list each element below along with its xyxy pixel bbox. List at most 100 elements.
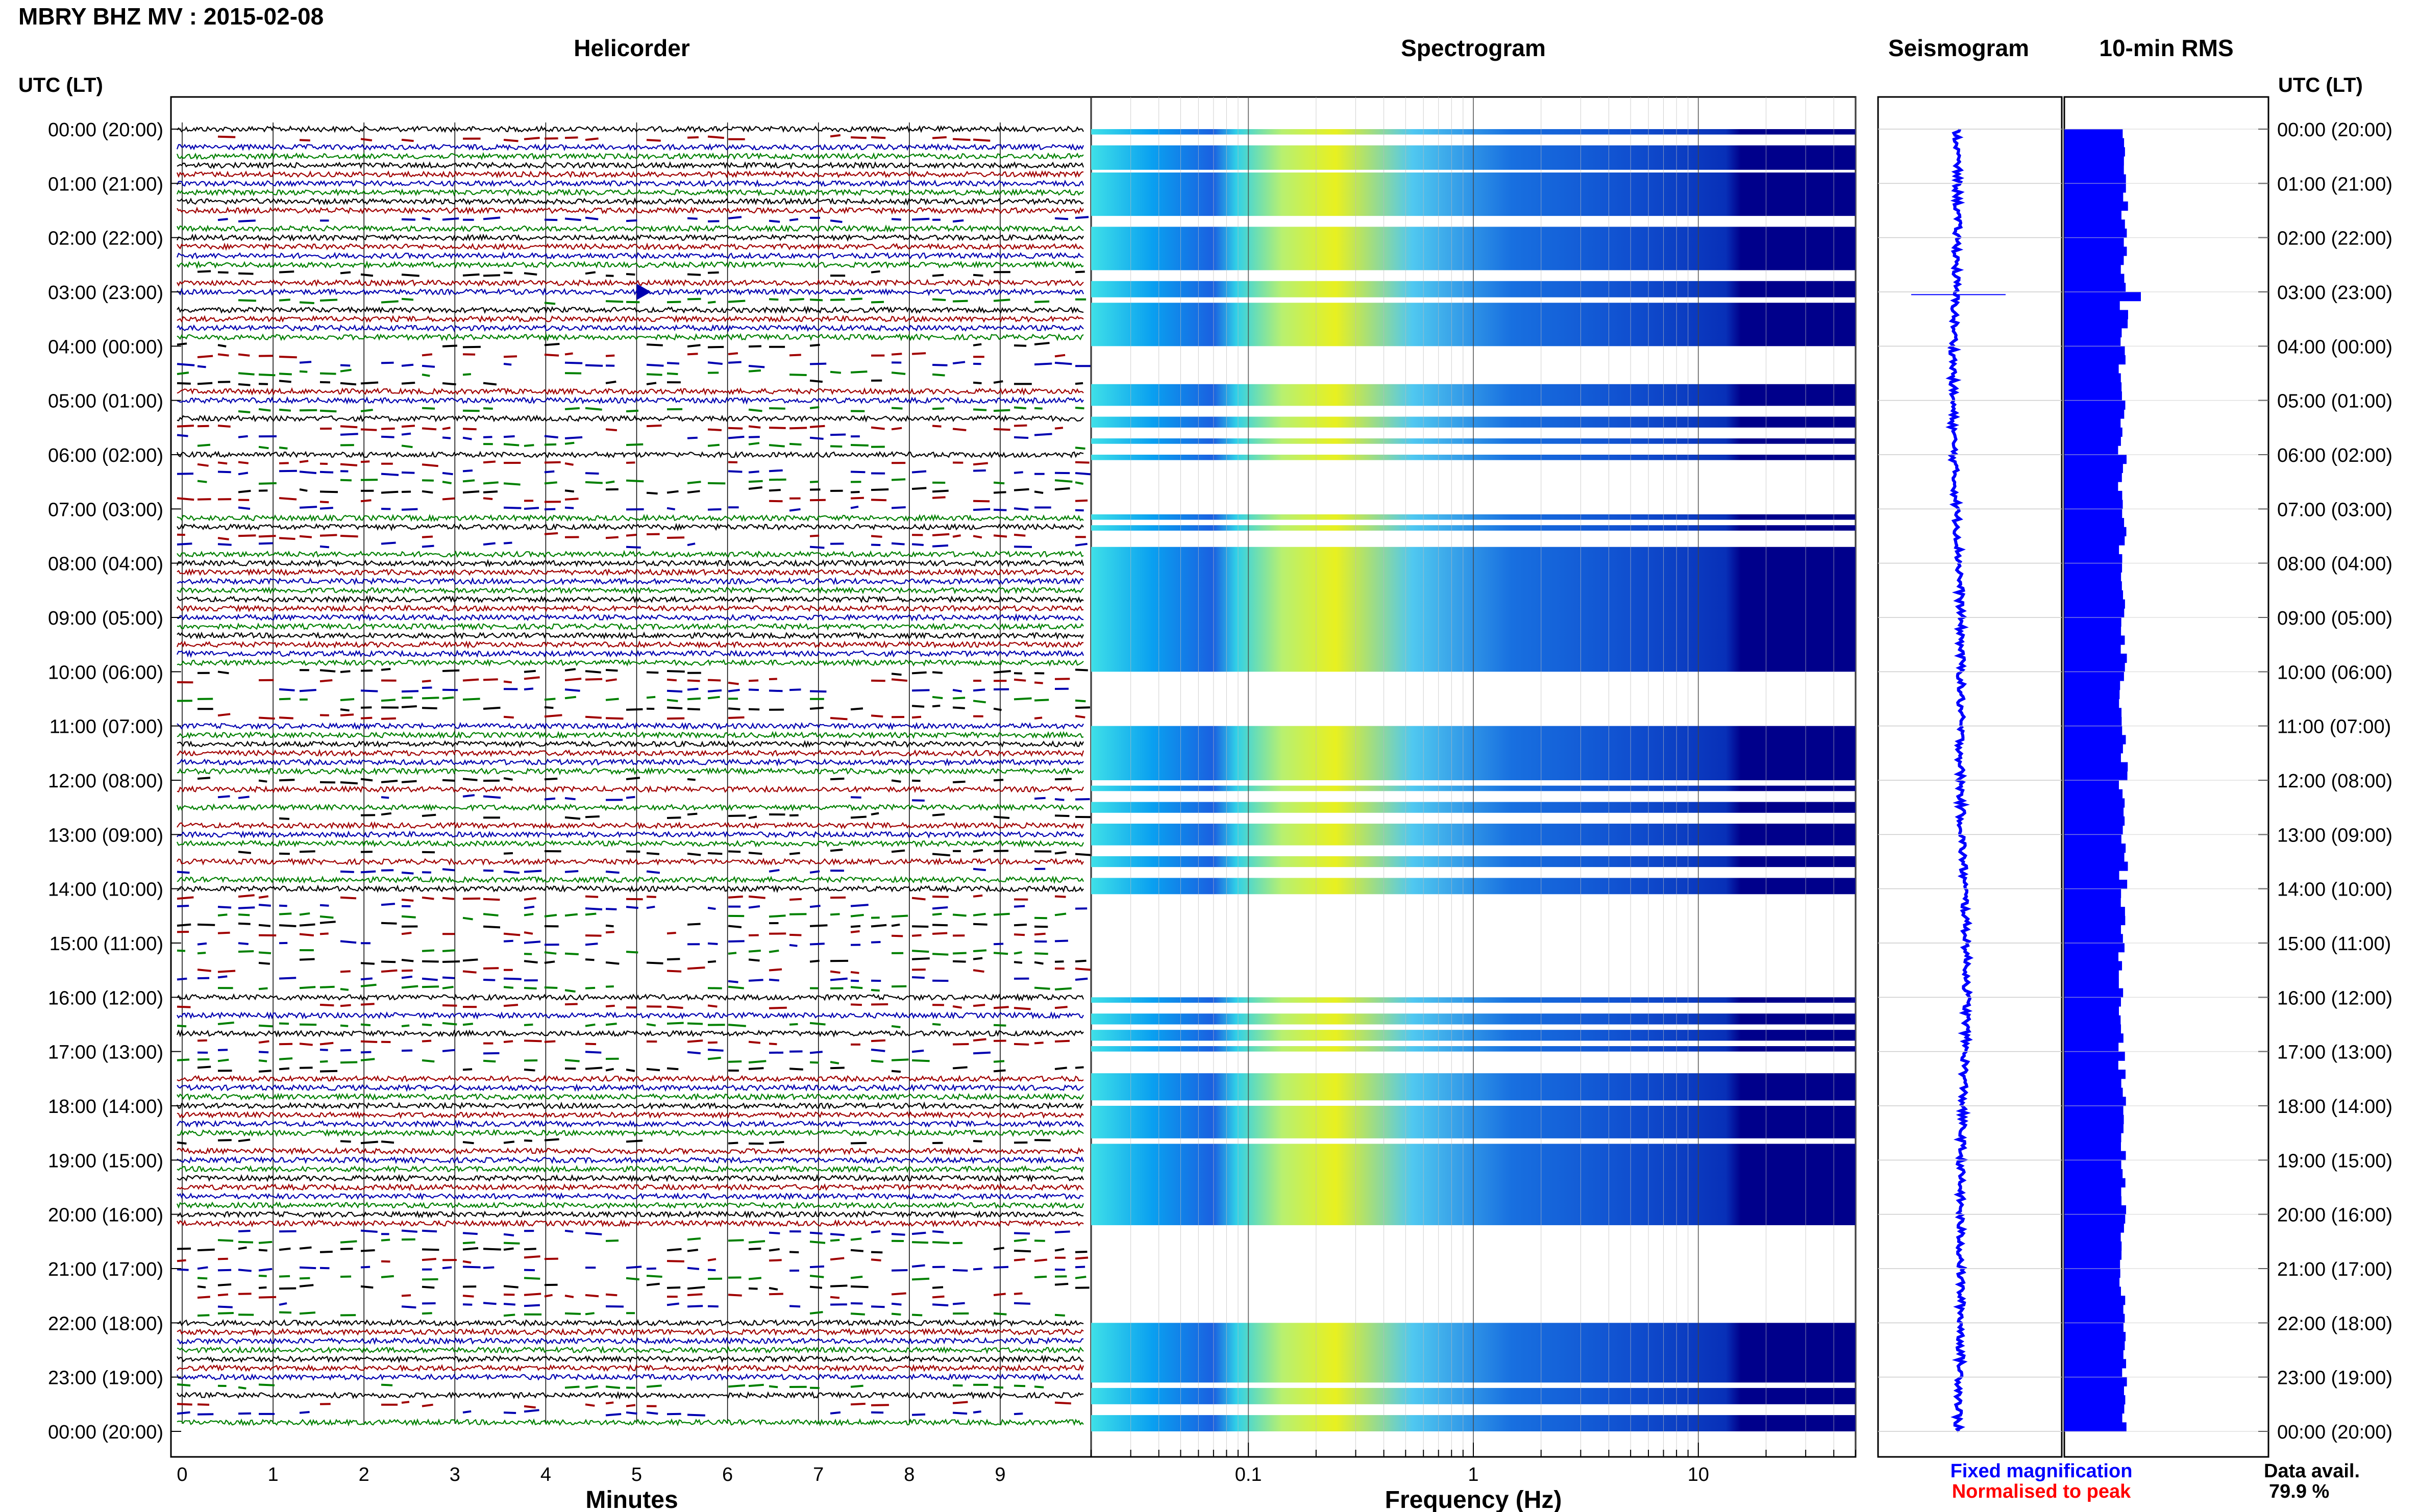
helicorder-trace — [177, 432, 1052, 440]
rms-bar — [2064, 1214, 2126, 1224]
helicorder-title: Helicorder — [574, 35, 690, 61]
time-label-right: 08:00 (04:00) — [2277, 554, 2392, 575]
helicorder-trace — [197, 1065, 1084, 1073]
helicorder-trace — [177, 424, 1064, 432]
helicorder-trace — [177, 342, 1050, 349]
helicorder-trace — [177, 649, 1084, 658]
rms-bar — [2064, 871, 2119, 880]
helicorder-trace — [177, 1129, 1084, 1137]
time-label-left: 21:00 (17:00) — [48, 1259, 163, 1280]
x-tick-labels: 0 1 2 3 4 5 6 7 8 9 0.1 1 10 — [177, 1464, 1709, 1485]
helicorder-trace — [177, 1165, 1084, 1174]
rms-bar — [2064, 1422, 2127, 1432]
time-label-right: 23:00 (19:00) — [2277, 1368, 2392, 1389]
helicorder-trace — [177, 1246, 1088, 1254]
helicorder-trace — [197, 1038, 1070, 1046]
helicorder-trace — [177, 586, 1084, 595]
helicorder-trace — [177, 287, 1084, 296]
rms-bar — [2064, 1404, 2125, 1414]
helicorder-trace — [177, 260, 1084, 269]
time-label-right: 03:00 (23:00) — [2277, 282, 2392, 304]
time-label-right: 06:00 (02:00) — [2277, 445, 2392, 466]
rms-bar — [2064, 337, 2121, 346]
helicorder-trace — [197, 478, 1084, 486]
time-label-left: 15:00 (11:00) — [50, 933, 163, 955]
rms-bar — [2064, 1133, 2121, 1143]
rms-bar — [2064, 1042, 2119, 1052]
helicorder-trace — [197, 966, 1091, 974]
rms-bar — [2064, 1070, 2126, 1079]
frequency-tick-label: 10 — [1688, 1464, 1709, 1485]
rms-bar — [2064, 1332, 2126, 1342]
rms-bar — [2064, 129, 2123, 139]
helicorder-trace — [177, 875, 1084, 884]
rms-bar — [2064, 780, 2119, 790]
rms-bar — [2064, 1015, 2121, 1025]
rms-bar — [2064, 1313, 2125, 1323]
rms-bar — [2064, 681, 2120, 690]
rms-bar — [2064, 283, 2126, 292]
time-label-right: 05:00 (01:00) — [2277, 391, 2392, 412]
helicorder-trace — [177, 1264, 1085, 1272]
rms-bar — [2064, 662, 2125, 672]
rms-bar — [2064, 762, 2128, 772]
rms-bar — [2064, 1304, 2124, 1315]
rms-bar — [2064, 834, 2121, 844]
rms-bar — [2064, 536, 2125, 546]
helicorder-trace — [177, 1364, 1084, 1372]
helicorder-trace — [177, 1418, 1084, 1427]
minutes-tick-label: 4 — [540, 1464, 551, 1485]
rms-bar — [2064, 319, 2128, 329]
rms-bar — [2064, 1286, 2121, 1296]
rms-bar — [2064, 382, 2122, 392]
time-label-right: 14:00 (10:00) — [2277, 879, 2392, 901]
rms-bar — [2064, 852, 2125, 862]
helicorder-trace — [238, 406, 1084, 413]
helicorder-trace — [177, 722, 1084, 731]
helicorder-trace — [217, 912, 1067, 921]
rms-bar — [2064, 617, 2121, 627]
minutes-tick-label: 1 — [268, 1464, 279, 1485]
helicorder-trace — [176, 170, 1084, 179]
rms-bar — [2064, 699, 2119, 708]
rms-bar — [2064, 328, 2122, 338]
helicorder-trace — [177, 550, 1084, 558]
rms-bar — [2064, 599, 2125, 609]
helicorder-trace — [238, 849, 1092, 857]
helicorder-trace — [197, 441, 1085, 450]
helicorder-trace — [176, 152, 1084, 161]
helicorder-trace — [177, 903, 1088, 911]
rms-bar — [2064, 997, 2121, 1007]
helicorder-trace — [177, 523, 1084, 531]
helicorder-trace — [197, 352, 1066, 359]
rms-bar — [2064, 445, 2118, 455]
rms-bar — [2064, 1169, 2123, 1179]
rms-bar — [2064, 1106, 2124, 1116]
time-label-left: 18:00 (14:00) — [48, 1096, 163, 1118]
helicorder-trace — [177, 1373, 1084, 1381]
helicorder-trace — [238, 1229, 1070, 1236]
rms-bar — [2064, 907, 2125, 916]
frequency-tick-label: 0.1 — [1235, 1464, 1262, 1485]
rms-bar — [2064, 771, 2128, 781]
helicorder-trace — [177, 306, 1084, 315]
helicorder-trace — [177, 949, 1048, 956]
helicorder-trace — [177, 1083, 1084, 1093]
rms-bar — [2064, 789, 2123, 799]
rms-bar — [2064, 1296, 2126, 1305]
helicorder-trace — [177, 894, 1066, 902]
rms-bar — [2064, 391, 2122, 401]
time-label-left: 00:00 (20:00) — [48, 1422, 163, 1443]
rms-bar — [2064, 346, 2125, 356]
time-label-left: 00:00 (20:00) — [48, 119, 163, 141]
rms-bar — [2064, 1323, 2124, 1332]
time-label-left: 01:00 (21:00) — [48, 173, 163, 195]
rms-bar — [2064, 708, 2122, 717]
helicorder-trace — [177, 821, 1084, 830]
helicorder-trace — [177, 631, 1084, 640]
helicorder-trace — [177, 1383, 1044, 1390]
rms-bar — [2064, 147, 2125, 157]
time-label-right: 13:00 (09:00) — [2277, 825, 2392, 846]
rms-bar — [2064, 174, 2126, 184]
